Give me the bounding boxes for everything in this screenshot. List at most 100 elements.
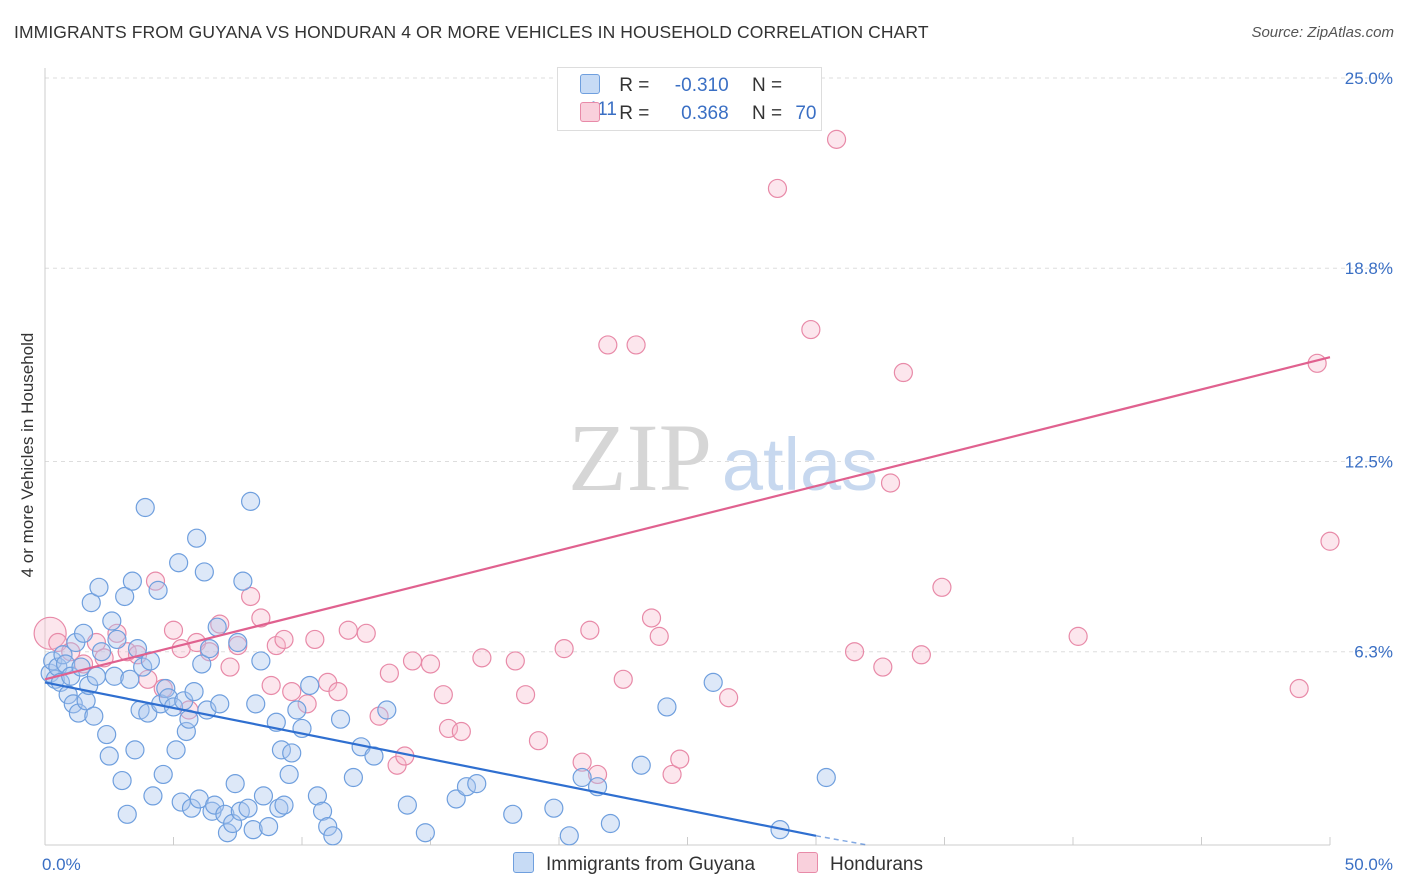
honduran-point (911, 645, 931, 665)
bottom-legend-label-hondurans: Hondurans (830, 854, 923, 875)
guyana-point (143, 786, 163, 806)
honduran-point (649, 626, 669, 646)
trend-lines (44, 356, 1331, 846)
honduran-point (873, 657, 893, 677)
honduran-point (598, 335, 618, 355)
honduran-point (572, 752, 592, 772)
honduran-point (580, 620, 600, 640)
guyana-point (243, 820, 263, 840)
honduran-point (528, 731, 549, 751)
chart-title: IMMIGRANTS FROM GUYANA VS HONDURAN 4 OR … (14, 22, 929, 42)
guyana-point (112, 770, 132, 791)
guyana-point (559, 826, 579, 846)
guyana-point (133, 657, 153, 677)
guyana-point (135, 497, 155, 518)
guyana-point (223, 813, 243, 834)
guyana-point (120, 669, 140, 689)
y-tick-label-2: 18.8% (1345, 259, 1393, 278)
guyana-point (115, 586, 135, 607)
honduran-point (163, 620, 184, 640)
legend-r-label: R = (619, 103, 650, 124)
guyana-point (300, 675, 320, 696)
y-tick-label-3: 25.0% (1345, 69, 1393, 88)
honduran-point (1320, 531, 1340, 551)
guyana-point (467, 774, 487, 794)
honduran-point (402, 651, 423, 671)
guyana-point (68, 703, 89, 723)
honduran-point (356, 623, 376, 643)
watermark-atlas: atlas (722, 423, 878, 506)
source-label: Source: ZipAtlas.com (1251, 24, 1394, 41)
y-tick-label-1: 12.5% (1345, 453, 1393, 472)
guyana-point (318, 816, 338, 837)
honduran-point (328, 681, 348, 702)
honduran-point (261, 675, 281, 696)
guyana-point (107, 629, 127, 650)
guyana-point (657, 697, 677, 717)
honduran-point (305, 629, 325, 650)
guyana-point (73, 623, 94, 643)
honduran-point (251, 608, 271, 628)
legend-r-value-guyana: -0.310 (674, 75, 729, 96)
guyana-point (246, 694, 266, 714)
guyana-point (377, 700, 397, 720)
honduran-point (801, 319, 821, 340)
guyana-trend-extension (815, 835, 868, 846)
honduran-point (210, 614, 230, 634)
y-axis-label: 4 or more Vehicles in Household (18, 333, 37, 578)
honduran-point (767, 178, 788, 199)
honduran-point (893, 362, 913, 383)
honduran-point (61, 642, 81, 662)
guyana-point (282, 743, 302, 763)
guyana-point (703, 672, 723, 692)
guyana-point (99, 746, 119, 766)
honduran-point (379, 663, 399, 683)
guyana-trend-line (44, 681, 817, 837)
honduran-point (338, 620, 358, 640)
honduran-point (932, 577, 952, 597)
guyana-point (117, 804, 137, 824)
guyana-point (122, 571, 142, 591)
guyana-point (125, 740, 145, 760)
honduran-point (844, 642, 865, 662)
guyana-point (446, 789, 466, 809)
guyana-point (97, 724, 117, 745)
x-tick-label-1: 50.0% (1345, 855, 1393, 874)
guyana-point (253, 786, 274, 806)
honduran-point (613, 669, 633, 689)
guyana-point (58, 685, 78, 705)
guyana-point (210, 694, 230, 714)
guyana-point (86, 666, 107, 686)
guyana-point (166, 740, 186, 760)
axes (44, 68, 1331, 846)
honduran-point (626, 335, 646, 355)
honduran-point (1068, 626, 1088, 646)
guyana-point (89, 577, 109, 597)
guyana-point (307, 786, 328, 806)
guyana-points (40, 491, 836, 846)
bottom-legend-swatch-hondurans (797, 852, 818, 873)
honduran-point (33, 616, 67, 650)
guyana-point (269, 798, 289, 818)
honduran-point (107, 623, 127, 643)
guyana-point (251, 651, 271, 671)
honduran-point (220, 657, 240, 677)
y-tick-label-0: 6.3% (1354, 643, 1393, 662)
guyana-point (217, 823, 238, 843)
guyana-point (187, 528, 207, 548)
legend-row-hondurans: R = 0.368 N = 70 (580, 102, 816, 126)
bottom-legend-guyana: Immigrants from Guyana (513, 852, 755, 876)
legend-n-label: N = (751, 103, 783, 124)
guyana-point (169, 553, 189, 573)
guyana-point (102, 611, 122, 631)
guyana-point (81, 593, 101, 613)
guyana-point (104, 666, 124, 686)
guyana-point (184, 681, 204, 702)
honduran-point (1289, 678, 1309, 699)
legend-row-guyana: R = -0.310 N = 111 (580, 74, 821, 120)
grid-lines (45, 77, 1392, 653)
guyana-point (91, 642, 112, 662)
honduran-point (420, 654, 441, 674)
guyana-point (323, 826, 343, 846)
guyana-point (225, 774, 245, 794)
